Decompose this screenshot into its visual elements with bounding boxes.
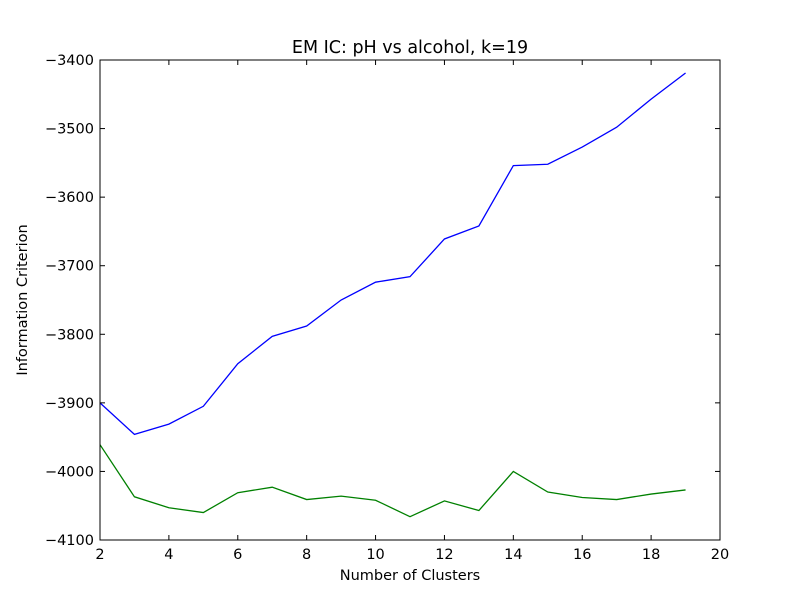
x-tick-label: 18	[642, 547, 660, 563]
series-layer	[99, 72, 686, 518]
chart-title: EM IC: pH vs alcohol, k=19	[292, 38, 528, 58]
x-tick-label: 14	[504, 547, 522, 563]
plot-frame	[99, 59, 721, 541]
y-tick-label: −3400	[45, 53, 94, 69]
y-tick-label: −4000	[45, 464, 94, 480]
y-tick-label: −4100	[45, 533, 94, 549]
x-tick-label: 10	[366, 547, 384, 563]
x-tick-label: 16	[573, 547, 591, 563]
series-line-1	[99, 72, 686, 436]
y-tick-label: −3700	[45, 259, 94, 275]
y-tick-label: −3600	[45, 190, 94, 206]
x-tick-label: 4	[164, 547, 173, 563]
x-axis-label: Number of Clusters	[340, 568, 480, 584]
y-tick-label: −3900	[45, 396, 94, 412]
y-tick-label: −3500	[45, 122, 94, 138]
y-axis-label: Information Criterion	[15, 224, 31, 375]
y-tick-label: −3800	[45, 327, 94, 343]
x-tick-label: 6	[233, 547, 242, 563]
series-line-2	[99, 444, 686, 518]
tick-layer: 2 4 6 8 10 12 14 16 18 20 −4100 −4000 −3900 −3800 −370…	[45, 53, 729, 563]
x-tick-label: 20	[711, 547, 729, 563]
x-tick-label: 12	[435, 547, 453, 563]
x-tick-label: 2	[95, 547, 104, 563]
x-tick-label: 8	[302, 547, 311, 563]
